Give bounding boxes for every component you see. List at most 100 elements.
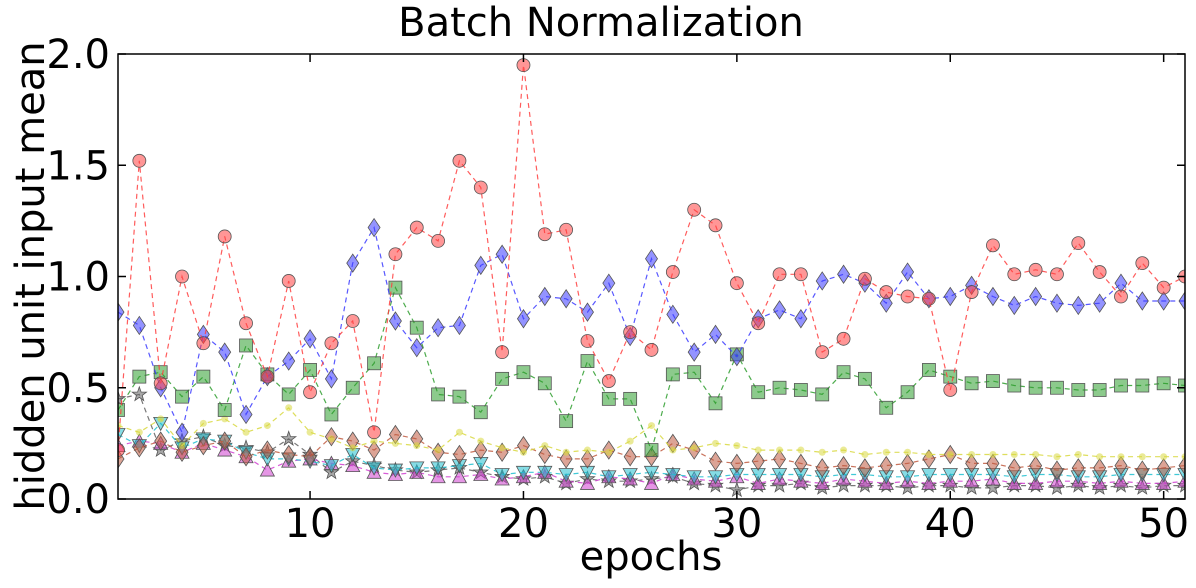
data-point [989, 451, 997, 458]
x-tick-label: 20 [498, 501, 549, 547]
data-point [217, 229, 232, 244]
data-point [1114, 378, 1128, 393]
data-point [772, 267, 787, 282]
x-tick-label: 40 [925, 501, 976, 547]
data-point [623, 325, 638, 340]
series-line [118, 433, 1185, 471]
data-point [1178, 291, 1185, 311]
data-point [836, 365, 851, 380]
data-point [1027, 475, 1044, 490]
data-point [1071, 458, 1085, 478]
data-point [623, 447, 637, 467]
data-point [306, 428, 314, 436]
data-point [118, 302, 125, 322]
data-point [452, 389, 467, 404]
data-point [1135, 291, 1149, 311]
data-point [495, 371, 510, 386]
data-point [986, 238, 1000, 253]
data-point [281, 387, 296, 402]
data-point [879, 293, 893, 313]
data-point [1092, 383, 1107, 397]
data-point [1007, 458, 1021, 478]
data-point [601, 374, 616, 388]
data-point [1135, 460, 1149, 480]
data-point [709, 324, 723, 345]
data-point [474, 440, 488, 460]
data-point [541, 442, 549, 450]
data-point [900, 385, 915, 400]
chart-title: Batch Normalization [398, 0, 804, 46]
data-point [815, 271, 829, 291]
data-point [175, 269, 189, 284]
data-point [751, 316, 766, 331]
data-point [605, 448, 613, 456]
data-point [1157, 291, 1171, 311]
data-point [282, 444, 296, 465]
data-point [221, 415, 229, 423]
data-point [1114, 455, 1128, 476]
data-point [583, 446, 591, 454]
data-point [537, 227, 552, 242]
ticks-layer: 10 20 30 40 50 0.0 0.5 1.0 1.5 2.0 [46, 32, 1189, 547]
data-point [1093, 458, 1107, 478]
data-point [1071, 236, 1086, 251]
data-point [925, 451, 933, 458]
data-point [964, 376, 979, 391]
data-point [303, 385, 317, 400]
data-point [1135, 378, 1150, 393]
data-point [537, 376, 552, 391]
data-point [644, 343, 659, 357]
data-point [515, 465, 532, 481]
data-point [263, 422, 271, 430]
data-point [580, 302, 594, 322]
data-point [413, 442, 421, 450]
data-point [794, 309, 808, 329]
data-point [118, 422, 122, 430]
data-point [495, 345, 510, 360]
data-point [1160, 453, 1168, 461]
data-point [879, 285, 894, 299]
data-point [1093, 293, 1107, 313]
data-point [579, 475, 596, 490]
data-point [1029, 286, 1043, 307]
data-point [580, 354, 595, 368]
data-point [349, 444, 357, 452]
series-brown-diamonds [118, 424, 1185, 480]
data-point [324, 336, 339, 351]
data-point [1096, 453, 1104, 461]
series-line [118, 422, 1185, 478]
data-point [858, 458, 872, 478]
data-point [218, 431, 232, 451]
data-point [665, 367, 680, 382]
data-point [431, 317, 445, 338]
data-point [431, 387, 446, 402]
data-point [367, 217, 381, 238]
y-tick-label: 2.0 [46, 32, 110, 78]
data-point [1134, 475, 1150, 490]
data-point [559, 449, 573, 469]
data-point [135, 428, 143, 436]
data-point [776, 446, 784, 454]
data-point [904, 448, 912, 456]
data-point [559, 414, 574, 429]
data-point [451, 468, 468, 484]
data-point [370, 437, 378, 445]
data-point [793, 383, 808, 397]
data-point [648, 422, 655, 430]
data-point [452, 444, 466, 465]
data-point [1050, 460, 1064, 480]
data-point [132, 315, 146, 336]
x-axis-label: epochs [580, 534, 723, 580]
data-point [730, 346, 744, 367]
series-line [118, 65, 1185, 451]
series-layer [118, 58, 1185, 498]
data-point [964, 285, 979, 299]
data-point [409, 320, 424, 335]
data-point [430, 468, 446, 484]
data-point [1050, 380, 1064, 395]
data-point [626, 437, 634, 445]
data-point [345, 457, 361, 473]
data-point [687, 342, 701, 362]
data-point [666, 304, 680, 325]
y-tick-label: 0.5 [46, 366, 110, 412]
